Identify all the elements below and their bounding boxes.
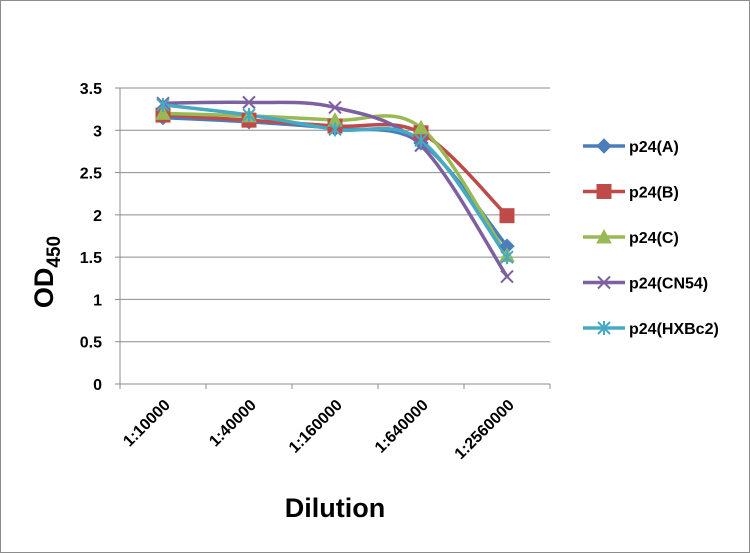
y-axis-title-subscript: 450 <box>44 236 65 268</box>
y-tick-label: 3.5 <box>80 81 102 98</box>
axes <box>115 87 551 389</box>
y-tick-label: 2 <box>93 208 102 225</box>
x-tick-label: 1:40000 <box>206 397 260 451</box>
y-axis-title-main: OD <box>29 268 59 309</box>
x-axis-title: Dilution <box>285 493 385 523</box>
x-tick-label: 1:160000 <box>286 397 346 457</box>
legend-marker <box>596 184 612 199</box>
series-markers <box>155 95 515 284</box>
legend-item-p24-hxbc2: p24(HXBc2) <box>583 321 719 338</box>
y-tick-label: 3 <box>93 123 102 140</box>
legend-marker <box>597 275 611 290</box>
x-tick-label: 1:2560000 <box>452 397 518 463</box>
data-point-p24-hxbc2 <box>500 250 514 265</box>
marker-stroke <box>597 275 611 290</box>
legend-marker <box>597 321 611 335</box>
data-point-p24-cn54 <box>328 100 342 115</box>
marker-stroke <box>500 269 514 284</box>
legend-label: p24(B) <box>629 185 679 202</box>
legend-item-p24-c: p24(C) <box>583 228 679 247</box>
y-tick-labels: 0 0.5 1 1.5 2 2.5 3 3.5 <box>80 81 102 394</box>
data-point-p24-c <box>155 105 171 120</box>
x-tick-label: 1:10000 <box>120 397 174 451</box>
y-tick-label: 2.5 <box>80 166 102 183</box>
data-point-p24-cn54 <box>242 95 256 110</box>
legend-marker <box>596 138 612 154</box>
legend-label: p24(CN54) <box>629 276 708 293</box>
legend-label: p24(HXBc2) <box>629 321 719 338</box>
series-line-p24-cn54 <box>161 100 509 279</box>
data-point-p24-b <box>499 208 515 224</box>
data-point-p24-hxbc2 <box>242 108 256 123</box>
data-point-p24-hxbc2 <box>414 133 428 148</box>
legend-label: p24(A) <box>629 139 679 156</box>
data-point-p24-hxbc2 <box>328 122 342 137</box>
y-tick-label: 0.5 <box>80 335 102 352</box>
y-axis-title: OD450 <box>29 236 65 308</box>
legend-item-p24-a: p24(A) <box>583 138 679 156</box>
y-tick-label: 1 <box>93 292 102 309</box>
data-point-p24-hxbc2 <box>156 97 170 112</box>
y-tick-label: 0 <box>93 377 102 394</box>
legend-marker <box>596 228 612 244</box>
legend-item-p24-cn54: p24(CN54) <box>583 276 708 293</box>
x-tick-label: 1:640000 <box>372 397 432 457</box>
legend: p24(A) p24(B) p24(C) p24(CN54) p24(HXBc2) <box>583 138 719 338</box>
data-point-p24-cn54 <box>500 269 514 284</box>
legend-label: p24(C) <box>629 230 679 247</box>
y-tick-label: 1.5 <box>80 250 102 267</box>
marker-stroke <box>242 95 256 110</box>
marker-stroke <box>328 100 342 115</box>
x-tick-labels: 1:10000 1:40000 1:160000 1:640000 1:2560000 <box>120 397 518 463</box>
legend-item-p24-b: p24(B) <box>583 184 679 202</box>
